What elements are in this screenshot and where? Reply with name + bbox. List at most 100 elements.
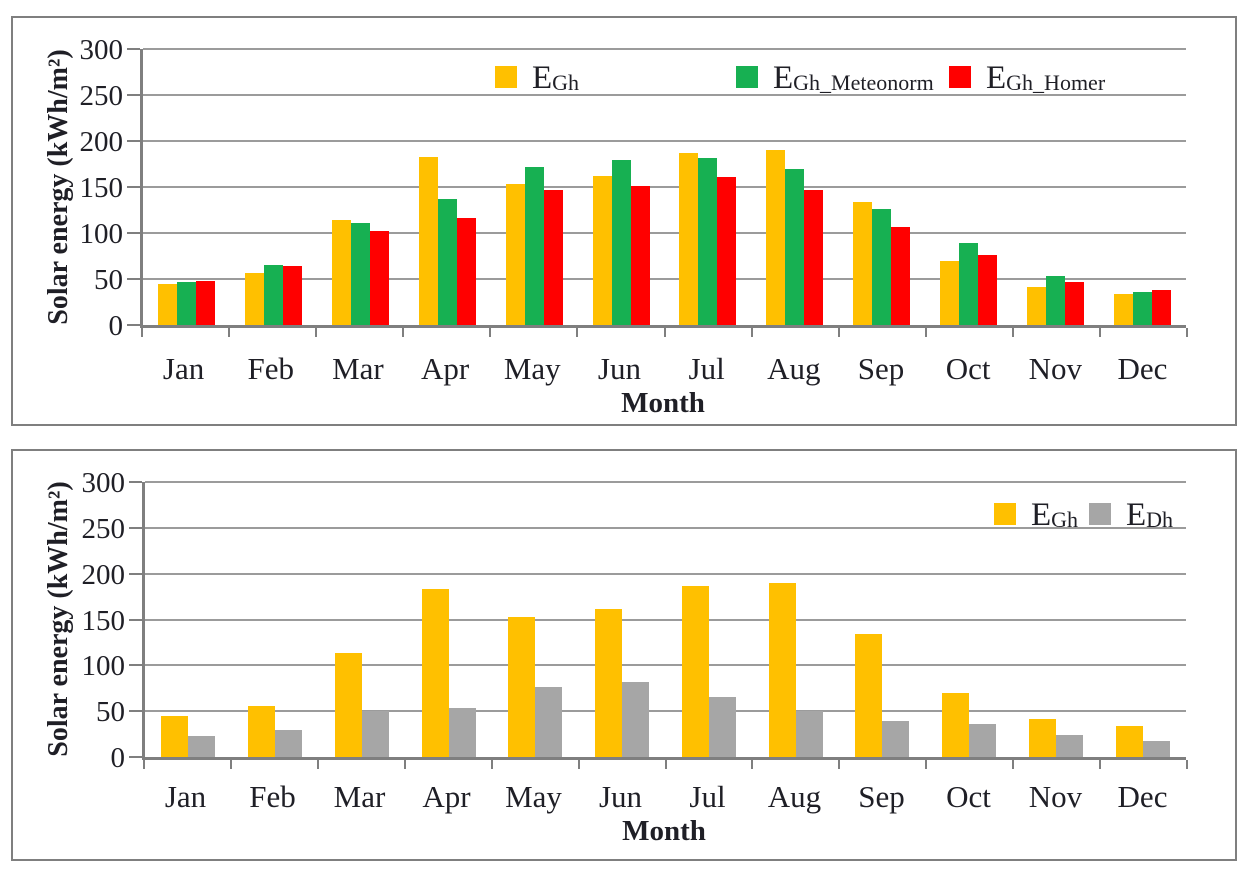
gridline-150: [145, 618, 1186, 621]
bar-E_Dh-feb: [275, 730, 303, 757]
gridline-200: [143, 140, 1186, 142]
x-tick: [1186, 760, 1188, 769]
legend-label-sub: Gh: [1051, 507, 1079, 532]
bar-group-oct: [926, 482, 1013, 757]
y-tick: [129, 526, 142, 529]
legend-item-E_Gh_Homer: E Gh_Homer: [949, 59, 1105, 97]
bar-E_Gh-oct: [940, 260, 960, 325]
bar-E_Gh_Meteonorm-sep: [872, 209, 892, 325]
bar-E_Gh_Meteonorm-feb: [263, 265, 283, 325]
month-label-sep: Sep: [858, 779, 905, 814]
x-tick: [402, 328, 404, 337]
gridline-150: [143, 186, 1186, 188]
legend-item-E_Gh: E Gh: [495, 59, 579, 97]
month-label-row: Jan Feb Mar Apr May Jun Jul Aug Sep Oct Nov Dec: [140, 352, 1186, 386]
bar-E_Gh-feb: [244, 273, 264, 325]
legend-label-sub: Gh: [552, 70, 580, 95]
month-label-oct: Oct: [945, 351, 991, 386]
x-tick: [665, 760, 667, 769]
y-tick: [127, 48, 140, 50]
bar-E_Gh_Meteonorm-nov: [1046, 276, 1066, 325]
bar-E_Gh-may: [505, 184, 525, 325]
month-label-apr: Apr: [420, 351, 470, 386]
y-tick-label: 50: [96, 696, 125, 729]
legend-item-E_Gh_Meteonorm: E Gh_Meteonorm: [736, 59, 934, 97]
bar-group-apr: [405, 482, 492, 757]
bar-E_Dh-oct: [969, 724, 997, 757]
bar-group-jan: [145, 482, 232, 757]
bar-E_Gh-nov: [1027, 287, 1047, 325]
month-label-dec: Dec: [1117, 351, 1168, 386]
legend-swatch-E_Dh: [1089, 503, 1111, 525]
bar-group-feb: [232, 482, 319, 757]
bar-E_Dh-aug: [795, 711, 823, 757]
bar-E_Gh-apr: [421, 589, 449, 757]
x-tick: [317, 760, 319, 769]
bar-group-feb: [230, 49, 317, 325]
bar-E_Dh-dec: [1142, 741, 1170, 757]
x-tick: [315, 328, 317, 337]
x-tick: [1099, 760, 1101, 769]
y-tick: [129, 481, 142, 483]
bar-group-jul: [666, 482, 753, 757]
bar-E_Gh-jan: [157, 283, 177, 325]
x-tick: [578, 760, 580, 769]
y-tick: [127, 140, 140, 142]
bar-group-jan: [143, 49, 230, 325]
month-label-sep: Sep: [857, 351, 905, 386]
bar-group-apr: [404, 49, 491, 325]
bar-E_Gh-jul: [681, 585, 709, 757]
y-tick: [127, 324, 140, 326]
gridline-250: [143, 94, 1186, 96]
bar-E_Dh-jul: [708, 696, 736, 757]
legend-label-sub: Gh_Homer: [1006, 70, 1106, 95]
month-label-row: Jan Feb Mar Apr May Jun Jul Aug Sep Oct Nov Dec: [142, 780, 1186, 814]
bar-group-nov: [1012, 49, 1099, 325]
month-label-may: May: [505, 779, 562, 814]
bar-E_Gh_Meteonorm-jan: [176, 281, 196, 325]
bar-E_Gh-apr: [418, 156, 438, 325]
legend-item-E_Dh: E Dh: [1089, 496, 1173, 534]
y-tick-label: 100: [81, 650, 126, 683]
bar-E_Gh-aug: [768, 582, 796, 757]
y-tick-label: 200: [79, 126, 124, 158]
bar-E_Dh-jan: [188, 735, 216, 757]
bar-E_Gh_Homer-apr: [456, 218, 476, 325]
bar-E_Gh_Homer-jul: [717, 176, 737, 325]
gridline-100: [143, 232, 1186, 234]
bar-group-aug: [751, 49, 838, 325]
x-tick: [664, 328, 666, 337]
gridline-300: [145, 481, 1186, 483]
bar-group-aug: [752, 482, 839, 757]
month-label-mar: Mar: [332, 351, 384, 386]
gridline-50: [145, 710, 1186, 713]
x-tick: [141, 328, 143, 337]
bar-E_Gh-mar: [334, 652, 362, 757]
x-axis-title: Month: [622, 815, 706, 847]
legend-label-main: E: [532, 60, 553, 96]
y-tick: [129, 756, 142, 758]
y-tick-label: 250: [81, 512, 126, 545]
y-tick-label: 300: [79, 34, 124, 66]
bar-group-oct: [925, 49, 1012, 325]
y-tick: [127, 186, 140, 188]
month-label-jul: Jul: [689, 779, 726, 814]
bar-E_Gh-jun: [595, 608, 623, 757]
plot-area: E Gh E Gh_Meteonorm E Gh_Homer: [140, 48, 1186, 328]
bar-E_Gh_Homer-oct: [978, 255, 998, 325]
bar-E_Gh-may: [508, 616, 536, 757]
y-tick-label: 150: [79, 172, 124, 204]
gridline-50: [143, 278, 1186, 280]
bar-E_Gh-jul: [679, 152, 699, 325]
bar-E_Gh_Homer-sep: [891, 227, 911, 325]
bar-group-jul: [665, 49, 752, 325]
bar-groups: [145, 482, 1186, 757]
y-tick: [129, 664, 142, 667]
bottom-chart-panel: Solar energy (kWh/m²) E Gh E Dh Month 0 50 10…: [11, 449, 1237, 861]
month-label-aug: Aug: [767, 779, 822, 814]
bar-group-mar: [317, 49, 404, 325]
bar-E_Gh_Homer-jan: [195, 280, 215, 325]
x-tick: [576, 328, 578, 337]
y-tick: [129, 572, 142, 575]
x-tick: [228, 328, 230, 337]
